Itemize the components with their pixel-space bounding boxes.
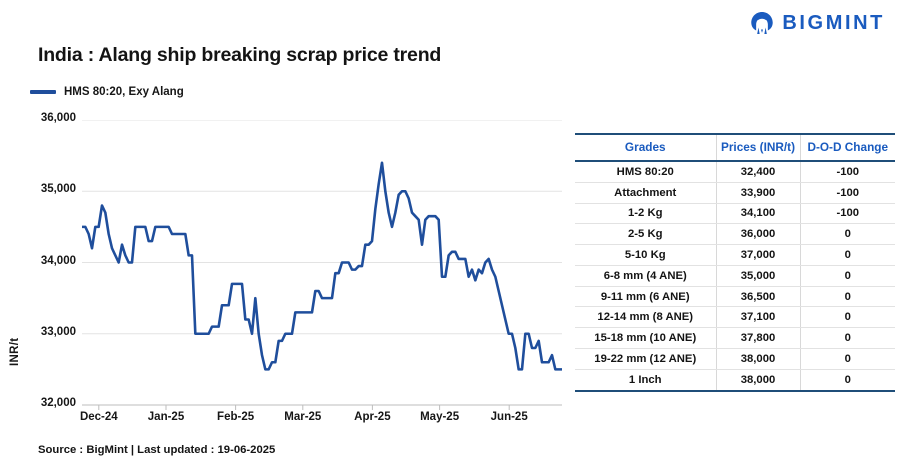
table-body: HMS 80:20 32,400 -100 Attachment 33,900 -100 1… [575,161,895,392]
cell-price: 34,100 [716,203,801,225]
y-axis-tick-label: 33,000 [40,325,76,338]
cell-grade: Attachment [575,182,717,204]
cell-price: 38,000 [716,348,801,370]
table-row: 5-10 Kg 37,000 0 [575,244,895,266]
cell-dod-change: 0 [800,327,895,350]
cell-price: 37,100 [716,306,801,329]
cell-price: 37,000 [716,244,801,266]
cell-price: 36,000 [716,223,801,246]
column-header-dod-change: D-O-D Change [800,133,895,162]
table-row: 15-18 mm (10 ANE) 37,800 0 [575,327,895,350]
column-header-prices: Prices (INR/t) [716,133,801,162]
y-axis-tick-label: 36,000 [40,112,76,124]
cell-dod-change: 0 [800,286,895,308]
bigmint-logo-icon [751,11,774,35]
cell-price: 33,900 [716,182,801,204]
x-axis-tick-label: Feb-25 [217,411,255,423]
cell-grade: 12-14 mm (8 ANE) [575,306,717,329]
legend-label-hms-80-20: HMS 80:20, Exy Alang [64,86,184,98]
column-header-grades: Grades [575,133,717,162]
x-axis-tick-label: Apr-25 [354,411,391,423]
cell-dod-change: -100 [800,161,895,183]
cell-price: 37,800 [716,327,801,350]
cell-grade: 2-5 Kg [575,223,717,246]
table-row: HMS 80:20 32,400 -100 [575,161,895,183]
brand-name: BIGMINT [782,12,885,34]
table-row: 6-8 mm (4 ANE) 35,000 0 [575,265,895,287]
y-axis-tick-label: 32,000 [40,397,76,409]
cell-grade: 5-10 Kg [575,244,717,266]
cell-price: 36,500 [716,286,801,308]
source-note: Source : BigMint | Last updated : 19-06-… [38,444,276,456]
table-row: 1-2 Kg 34,100 -100 [575,203,895,225]
cell-dod-change: 0 [800,265,895,287]
table-header-row: Grades Prices (INR/t) D-O-D Change [575,133,895,162]
chart-svg [80,119,564,410]
chart-legend: HMS 80:20, Exy Alang [30,86,184,98]
cell-grade: 19-22 mm (12 ANE) [575,348,717,370]
brand-logo: BIGMINT [749,10,885,36]
cell-dod-change: 0 [800,306,895,329]
cell-grade: 15-18 mm (10 ANE) [575,327,717,350]
y-axis-tick-label: 35,000 [40,183,76,196]
table-row: 12-14 mm (8 ANE) 37,100 0 [575,306,895,329]
price-trend-chart: INR/t 36,000 35,000 34,000 33,000 32,000 Dec… [0,112,575,423]
chart-series-line [80,161,564,371]
x-axis-tick-label: Jun-25 [490,411,528,423]
chart-plot-area [80,119,564,420]
table-row: Attachment 33,900 -100 [575,182,895,204]
cell-dod-change: 0 [800,348,895,370]
cell-grade: 1 Inch [575,369,717,392]
cell-grade: 9-11 mm (6 ANE) [575,286,717,308]
cell-grade: 6-8 mm (4 ANE) [575,265,717,287]
x-axis-tick-label: May-25 [420,411,460,423]
table-row: 2-5 Kg 36,000 0 [575,223,895,246]
cell-dod-change: 0 [800,223,895,246]
x-axis-ticks: Dec-24 Jan-25 Feb-25 Mar-25 Apr-25 May-25 Jun-… [79,405,562,429]
cell-dod-change: -100 [800,182,895,204]
cell-dod-change: 0 [800,369,895,392]
table-row: 1 Inch 38,000 0 [575,369,895,392]
x-axis-tick-label: Mar-25 [284,411,322,423]
cell-price: 32,400 [716,161,801,183]
cell-dod-change: -100 [800,203,895,225]
cell-grade: 1-2 Kg [575,203,717,225]
cell-grade: HMS 80:20 [575,161,717,183]
table-row: 9-11 mm (6 ANE) 36,500 0 [575,286,895,308]
y-axis-tick-label: 34,000 [40,254,76,267]
table-row: 19-22 mm (12 ANE) 38,000 0 [575,348,895,370]
y-axis-ticks: 36,000 35,000 34,000 33,000 32,000 [18,112,76,420]
cell-dod-change: 0 [800,244,895,266]
page-title: India : Alang ship breaking scrap price … [38,44,442,66]
cell-price: 38,000 [716,369,801,392]
grade-price-table: Grades Prices (INR/t) D-O-D Change HMS 8… [575,133,895,392]
cell-price: 35,000 [716,265,801,287]
legend-swatch-hms-80-20 [30,90,56,94]
x-axis-tick-label: Jan-25 [147,411,185,423]
x-axis-tick-label: Dec-24 [79,411,118,423]
